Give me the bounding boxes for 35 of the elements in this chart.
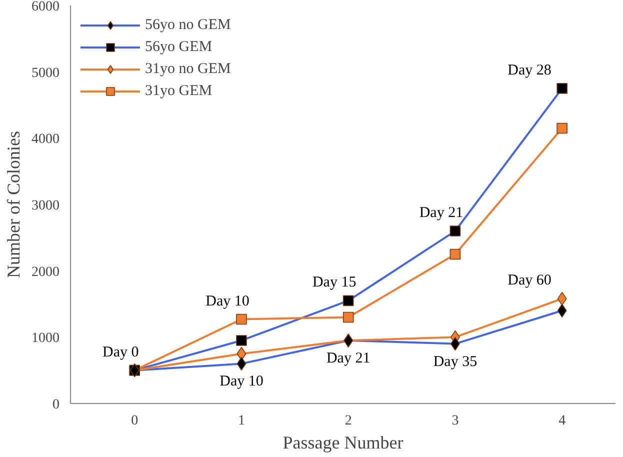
x-tick-label: 4 <box>558 414 566 428</box>
y-tick-label: 0 <box>52 398 60 412</box>
annotation: Day 21 <box>419 205 464 222</box>
point <box>450 226 461 236</box>
annotation: Day 28 <box>508 62 552 78</box>
x-tick-label: 2 <box>344 414 352 428</box>
y-tick-label: 5000 <box>32 66 60 81</box>
annotation: Day 10 <box>220 374 264 390</box>
y-tick-label: 2000 <box>32 264 60 280</box>
annotation: Day 21 <box>326 350 370 366</box>
point <box>450 248 461 260</box>
y-tick-label: 6000 <box>32 0 60 14</box>
legend-label: 56yo no GEM <box>145 16 231 34</box>
x-tick-label: 0 <box>131 414 138 428</box>
point <box>556 83 568 94</box>
y-tick-label: 4000 <box>32 132 60 148</box>
point <box>342 295 354 306</box>
legend-label: 56yo GEM <box>145 38 212 56</box>
x-tick-label: 1 <box>238 414 245 428</box>
legend-label: 31yo GEM <box>145 82 212 100</box>
x-tick-label: 3 <box>452 414 459 428</box>
annotation: Day 10 <box>206 293 250 310</box>
annotation: Day 35 <box>433 354 478 370</box>
annotation: Day 0 <box>102 344 139 360</box>
point <box>236 314 247 325</box>
legend-label: 31yo no GEM <box>145 60 231 78</box>
point <box>556 122 568 134</box>
x-axis-title: Passage Number <box>282 432 404 452</box>
y-tick-label: 1000 <box>32 331 60 346</box>
point <box>342 312 354 323</box>
annotation: Day 15 <box>312 274 356 291</box>
annotation: Day 60 <box>508 272 552 289</box>
y-tick-label: 3000 <box>32 198 60 214</box>
y-axis-title: Number of Colonies <box>4 131 24 278</box>
point <box>236 335 247 346</box>
